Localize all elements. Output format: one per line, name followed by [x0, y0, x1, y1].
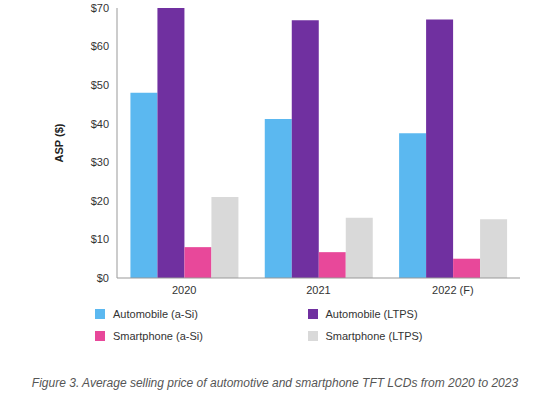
- svg-text:$20: $20: [91, 195, 109, 207]
- svg-text:$10: $10: [91, 233, 109, 245]
- html-text:Figure 3. Average selling pric: Figure 3. Average selling price of autom…: [31, 376, 519, 390]
- svg-text:$40: $40: [91, 118, 109, 130]
- html-text:Smartphone (LTPS): Smartphone (LTPS): [325, 330, 423, 342]
- svg-text:$0: $0: [97, 272, 109, 284]
- svg-text:$50: $50: [91, 79, 109, 91]
- svg-text:$60: $60: [91, 40, 109, 52]
- svg-text:$70: $70: [91, 2, 109, 14]
- html-text:Automobile (a-Si): Automobile (a-Si): [113, 308, 198, 320]
- svg-text:2021: 2021: [306, 284, 330, 296]
- svg-text:ASP ($): ASP ($): [53, 123, 65, 162]
- svg-text:2020: 2020: [172, 284, 196, 296]
- html-text:Automobile (LTPS): Automobile (LTPS): [325, 308, 418, 320]
- svg-text:$30: $30: [91, 156, 109, 168]
- html-text:Smartphone (a-Si): Smartphone (a-Si): [113, 330, 203, 342]
- svg-text:2022 (F): 2022 (F): [432, 284, 474, 296]
